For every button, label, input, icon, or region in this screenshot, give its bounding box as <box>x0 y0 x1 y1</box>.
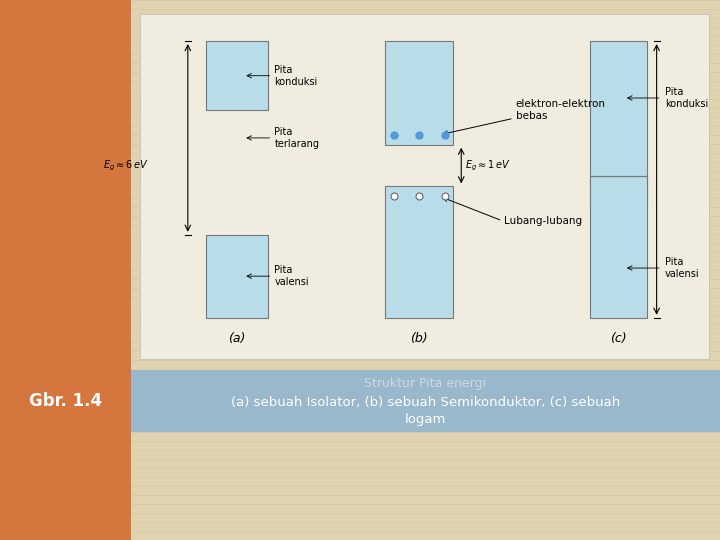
Bar <box>206 41 269 110</box>
Text: Lubang-lubang: Lubang-lubang <box>505 216 582 226</box>
Text: logam: logam <box>405 413 446 426</box>
Text: $E_g \approx 1\,eV$: $E_g \approx 1\,eV$ <box>465 158 511 173</box>
Bar <box>590 176 647 318</box>
Text: (a) sebuah Isolator, (b) sebuah Semikonduktor, (c) sebuah: (a) sebuah Isolator, (b) sebuah Semikond… <box>231 396 620 409</box>
Text: Pita
konduksi: Pita konduksi <box>274 65 318 86</box>
Text: elektron-elektron
bebas: elektron-elektron bebas <box>516 99 606 121</box>
Text: (c): (c) <box>610 332 626 345</box>
Text: Pita
valensi: Pita valensi <box>274 265 309 287</box>
Text: $E_g \approx 6\,eV$: $E_g \approx 6\,eV$ <box>104 158 149 173</box>
Text: Gbr. 1.4: Gbr. 1.4 <box>29 392 102 410</box>
Bar <box>206 235 269 318</box>
Text: Pita
valensi: Pita valensi <box>665 257 699 279</box>
Bar <box>590 41 647 204</box>
Bar <box>140 14 709 359</box>
Bar <box>385 186 454 318</box>
Bar <box>0 370 131 432</box>
Text: (a): (a) <box>228 332 246 345</box>
Bar <box>385 41 454 145</box>
Text: Pita
terlarang: Pita terlarang <box>274 127 320 148</box>
Bar <box>131 370 720 432</box>
Text: Struktur Pita energi: Struktur Pita energi <box>364 377 487 390</box>
Text: Pita
konduksi: Pita konduksi <box>665 87 708 109</box>
Bar <box>0 0 131 540</box>
Text: (b): (b) <box>410 332 428 345</box>
